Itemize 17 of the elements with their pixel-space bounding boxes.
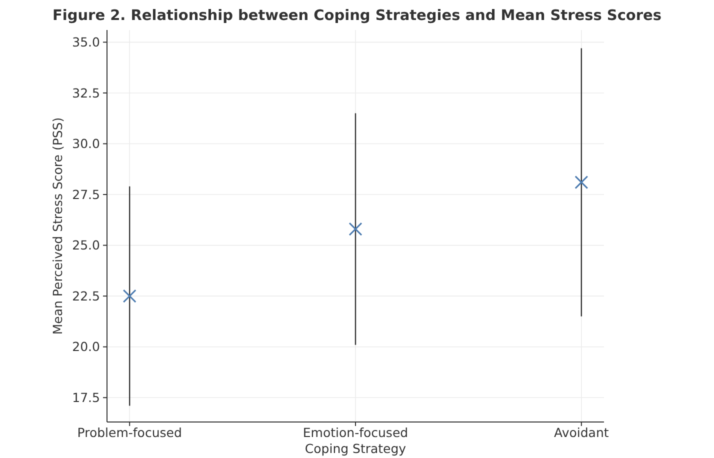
x-tick-label: Avoidant [554,425,609,440]
y-tick-label: 20.0 [72,339,100,354]
chart-title: Figure 2. Relationship between Coping Strategies and Mean Stress Scores [52,8,662,24]
y-tick-label: 35.0 [72,34,100,50]
y-tick-label: 32.5 [72,85,100,100]
y-axis-title: Mean Perceived Stress Score (PSS) [50,117,65,335]
y-tick-label: 30.0 [72,136,100,152]
x-tick-label: Problem-focused [77,425,182,440]
y-tick-label: 17.5 [72,390,100,405]
x-tick-label: Emotion-focused [302,425,408,440]
point [348,222,362,236]
y-tick-label: 27.5 [72,186,100,202]
y-tick-label: 25.0 [72,238,100,253]
y-tick-label: 22.5 [72,288,100,304]
point [574,176,588,190]
x-axis-title: Coping Strategy [304,441,407,456]
point [122,289,136,303]
